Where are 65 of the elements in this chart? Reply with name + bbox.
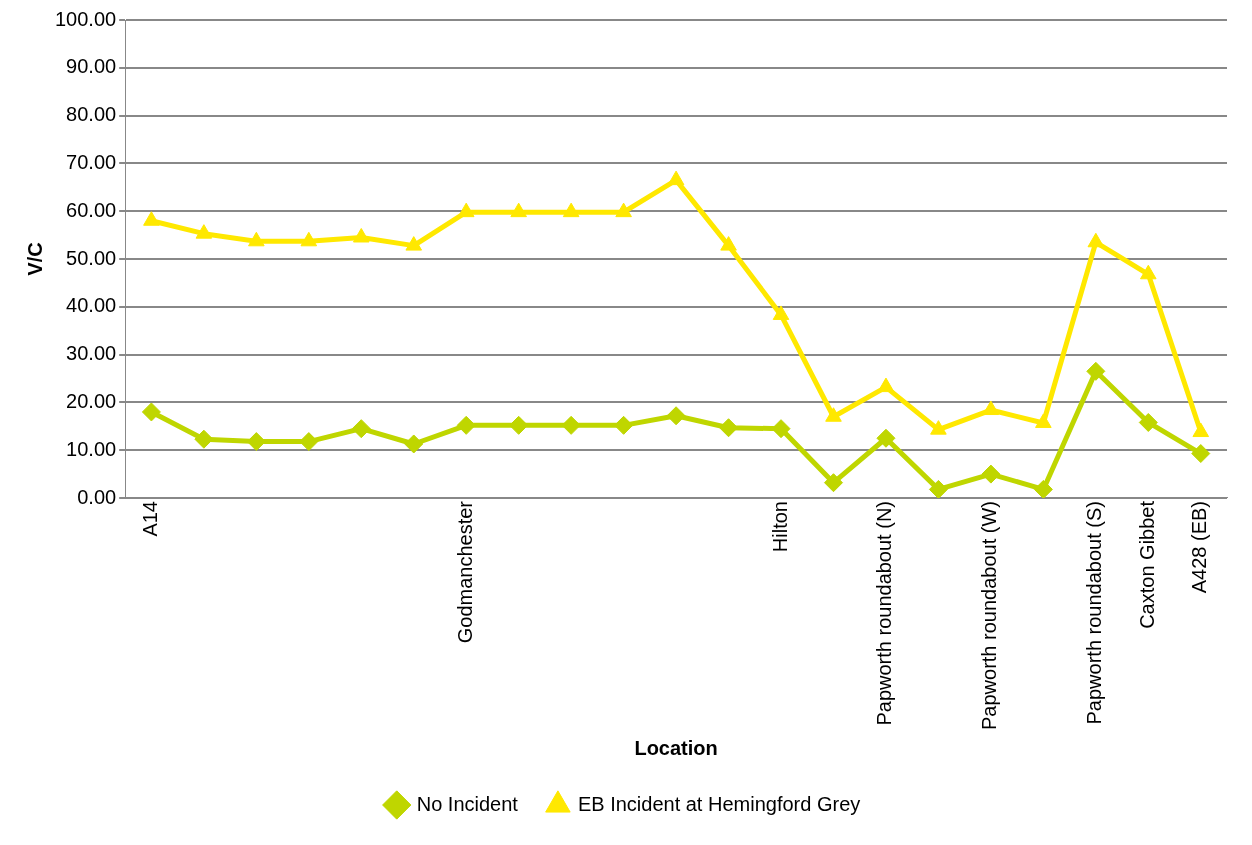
point (1033, 479, 1053, 498)
x-tick-label: Hilton (768, 501, 791, 553)
point (562, 202, 580, 218)
y-tick-label: 100.00 (55, 7, 117, 30)
x-tick-label: Papworth roundabout (S) (1083, 501, 1106, 725)
y-tick-label: 10.00 (66, 437, 117, 460)
x-tick-label: A428 (EB) (1188, 501, 1211, 594)
y-tick-label: 20.00 (66, 389, 117, 412)
x-tick-label: Caxton Gibbet (1135, 500, 1158, 629)
point (300, 231, 318, 247)
y-tick-label: 90.00 (66, 55, 117, 78)
point (248, 231, 265, 247)
point (614, 415, 634, 435)
point (510, 202, 527, 218)
point (981, 464, 1001, 484)
x-axis-title: Location (634, 736, 718, 759)
point (1191, 444, 1211, 464)
point (615, 202, 632, 218)
point (1086, 361, 1106, 381)
point (352, 227, 370, 243)
point (195, 224, 213, 239)
legend-label: No Incident (416, 792, 519, 815)
point (1087, 232, 1105, 248)
point (928, 479, 948, 498)
point (456, 415, 476, 435)
point (246, 432, 266, 452)
point (351, 419, 371, 439)
y-tick-label: 30.00 (66, 342, 117, 365)
point (772, 305, 790, 320)
point (666, 406, 686, 426)
y-tick-label: 40.00 (66, 294, 117, 317)
point (457, 202, 475, 218)
point (1035, 413, 1052, 428)
y-tick-label: 50.00 (66, 246, 117, 269)
point (1140, 264, 1157, 280)
y-tick-label: 80.00 (66, 103, 117, 126)
y-tick-label: 0.00 (77, 485, 117, 508)
point (509, 415, 529, 435)
point (194, 429, 214, 449)
point (1138, 412, 1158, 432)
point (823, 473, 843, 493)
point (141, 402, 161, 422)
point (299, 432, 319, 452)
point (771, 419, 791, 439)
x-tick-label: Papworth roundabout (N) (873, 501, 896, 726)
y-tick-label: 70.00 (66, 150, 117, 173)
y-tick-label: 60.00 (66, 198, 117, 221)
point (930, 420, 947, 435)
x-tick-label: Godmanchester (453, 500, 476, 644)
point (825, 407, 842, 422)
point (876, 428, 896, 448)
point (404, 434, 424, 454)
y-axis-title: V/C (23, 242, 46, 276)
point (561, 415, 581, 435)
point (877, 377, 895, 393)
point (720, 236, 737, 251)
x-tick-label: A14 (138, 501, 161, 537)
point (982, 400, 1000, 416)
point (719, 418, 739, 438)
point (1192, 422, 1210, 438)
point (405, 236, 423, 251)
legend-label: EB Incident at Hemingford Grey (577, 792, 861, 815)
point (667, 170, 685, 186)
point (143, 211, 160, 226)
x-tick-label: Papworth roundabout (W) (978, 501, 1001, 731)
